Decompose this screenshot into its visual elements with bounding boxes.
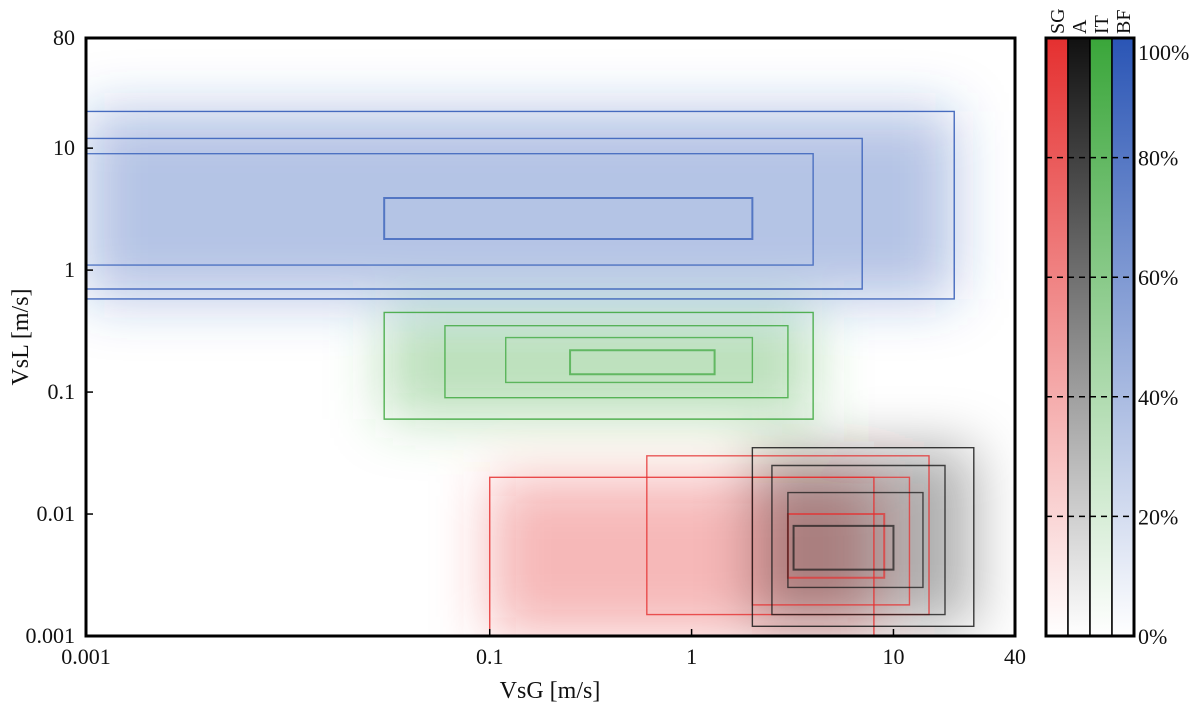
- y-tick-label: 80: [53, 25, 75, 50]
- x-tick-label: 0.001: [61, 644, 111, 669]
- colorbar-column-label: BF: [1113, 10, 1135, 34]
- colorbar-tick-label: 80%: [1138, 146, 1178, 171]
- colorbar-tick-label: 20%: [1138, 504, 1178, 529]
- x-tick-label: 1: [686, 644, 697, 669]
- colorbar-column-sg: [1045, 37, 1069, 637]
- contour-lines: [86, 110, 975, 636]
- contour-it: [383, 311, 814, 420]
- x-tick-label: 10: [882, 644, 904, 669]
- contour-bf: [383, 197, 754, 240]
- y-tick-label: 0.001: [26, 623, 76, 648]
- x-axis-label: VsG [m/s]: [500, 678, 601, 704]
- colorbar-column-label: IT: [1091, 15, 1113, 34]
- colorbar-column-label: A: [1069, 19, 1091, 34]
- x-tick-label: 0.1: [476, 644, 504, 669]
- contour-a: [771, 464, 946, 616]
- y-tick-label: 0.01: [37, 501, 76, 526]
- y-tick-label: 0.1: [48, 379, 76, 404]
- colorbar-tick-label: 60%: [1138, 265, 1178, 290]
- y-tick-label: 1: [64, 257, 75, 282]
- y-axis-label: VsL [m/s]: [8, 288, 34, 385]
- y-axis-ticks: 0.001 0.01 0.1 1 10 80: [26, 25, 93, 648]
- contour-a: [751, 446, 975, 628]
- region-a: [752, 447, 974, 627]
- contour-it: [569, 349, 716, 376]
- contour-a: [787, 491, 924, 589]
- contour-a: [792, 524, 895, 571]
- colorbar-frame: [1044, 36, 1136, 638]
- colorbar: SG A IT BF 0% 20% 40% 60% 80% 100%: [1044, 8, 1189, 649]
- colorbar-column-it: [1089, 37, 1113, 637]
- x-axis-ticks: 0.001 0.1 1 10 40: [61, 629, 1026, 669]
- contour-bf: [86, 153, 814, 266]
- region-it: [384, 312, 814, 420]
- contour-bf: [86, 110, 955, 300]
- x-tick-label: 40: [1004, 644, 1026, 669]
- colorbar-column-label: SG: [1047, 8, 1069, 34]
- contour-it: [444, 325, 789, 399]
- contour-bf: [86, 137, 863, 290]
- y-tick-label: 10: [53, 135, 75, 160]
- colorbar-column-a: [1067, 37, 1091, 637]
- colorbar-tick-label: 40%: [1138, 385, 1178, 410]
- colorbar-tick-label: 100%: [1138, 40, 1189, 65]
- region-bf: [86, 111, 955, 299]
- colorbar-tick-label: 0%: [1138, 624, 1167, 649]
- colorbar-column-bf: [1111, 37, 1135, 637]
- contour-it: [505, 336, 754, 384]
- plot-frame: [84, 36, 1017, 638]
